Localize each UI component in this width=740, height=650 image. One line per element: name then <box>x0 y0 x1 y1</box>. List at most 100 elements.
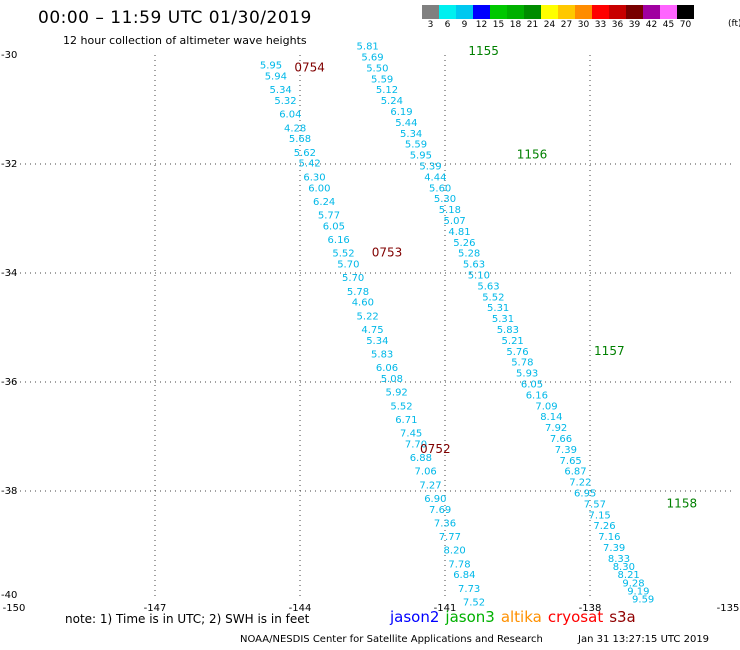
legend-swatch <box>473 5 490 19</box>
lat-tick-label: -30 <box>1 50 17 61</box>
track-b-swh-value: 5.76 <box>506 347 528 358</box>
track-b-swh-value: 5.07 <box>444 216 466 227</box>
legend-label: 21 <box>526 20 539 30</box>
track-b-time-label: 1156 <box>517 148 548 162</box>
track-b-swh-value: 5.21 <box>502 336 524 347</box>
track-a-swh-value: 6.05 <box>323 221 345 232</box>
track-b-swh-value: 9.59 <box>632 595 654 606</box>
legend-label: 33 <box>594 20 607 30</box>
track-a-swh-value: 6.30 <box>303 172 325 183</box>
track-b-swh-value: 6.19 <box>390 107 412 118</box>
track-b-swh-value: 7.15 <box>589 510 611 521</box>
legend-label: 18 <box>509 20 522 30</box>
legend-labels: 3 6 9 12 15 18 21 24 27 30 33 36 39 42 45 70 <box>422 19 694 31</box>
map-subtitle: 12 hour collection of altimeter wave hei… <box>63 34 307 47</box>
track-b-swh-value: 7.65 <box>560 456 582 467</box>
track-b-swh-value: 7.16 <box>598 532 620 543</box>
lon-tick-label: -144 <box>289 603 312 614</box>
legend-label: 36 <box>611 20 624 30</box>
track-a-swh-value: 5.32 <box>274 96 296 107</box>
track-a-swh-value: 6.88 <box>410 453 432 464</box>
legend-label: 12 <box>475 20 488 30</box>
track-a-swh-value: 7.45 <box>400 429 422 440</box>
legend-label: 45 <box>662 20 675 30</box>
legend-label: 15 <box>492 20 505 30</box>
track-a-swh-value: 5.78 <box>347 287 369 298</box>
legend-unit: (ft) <box>728 19 740 29</box>
track-a-swh-value: 5.08 <box>381 374 403 385</box>
satellite-legend: jason2 jason3 altika cryosat s3a <box>390 608 642 626</box>
track-b-swh-value: 5.50 <box>366 63 388 74</box>
track-a-swh-value: 7.06 <box>415 467 437 478</box>
track-b-swh-value: 7.57 <box>584 499 606 510</box>
legend-label: 30 <box>577 20 590 30</box>
track-a-swh-value: 7.69 <box>429 505 451 516</box>
satellite-name: altika <box>500 608 542 626</box>
track-a-swh-value: 6.16 <box>328 235 350 246</box>
track-b-swh-value: 6.87 <box>564 467 586 478</box>
legend-label: 24 <box>543 20 556 30</box>
track-b-time-label: 1158 <box>667 496 698 510</box>
legend-label: 42 <box>645 20 658 30</box>
track-b-swh-value: 7.26 <box>593 521 615 532</box>
generation-timestamp: Jan 31 13:27:15 UTC 2019 <box>578 634 710 645</box>
track-a-swh-value: 6.84 <box>453 570 475 581</box>
track-a-swh-value: 4.28 <box>284 123 306 134</box>
track-b-time-label: 1157 <box>594 344 625 358</box>
footnote: note: 1) Time is in UTC; 2) SWH is in fe… <box>65 612 310 626</box>
track-b-swh-value: 4.81 <box>448 227 470 238</box>
legend-swatch <box>507 5 524 19</box>
track-b-swh-value: 7.39 <box>555 445 577 456</box>
track-b-swh-value: 5.60 <box>429 183 451 194</box>
legend-swatches <box>422 5 694 19</box>
track-a-swh-value: 5.42 <box>299 159 321 170</box>
legend-label: 6 <box>444 20 451 30</box>
track-b-swh-value: 5.81 <box>357 42 379 53</box>
credit-line: NOAA/NESDIS Center for Satellite Applica… <box>240 634 543 645</box>
track-b-swh-value: 5.39 <box>419 161 441 172</box>
lon-tick-label: -141 <box>434 603 457 614</box>
legend-swatch <box>439 5 456 19</box>
track-b-swh-value: 5.44 <box>395 118 417 129</box>
track-a-swh-value: 8.20 <box>444 546 466 557</box>
track-a-swh-value: 5.70 <box>342 273 364 284</box>
track-a-swh-value: 4.60 <box>352 298 374 309</box>
track-a-swh-value: 5.94 <box>265 72 287 83</box>
track-a-swh-value: 4.75 <box>361 325 383 336</box>
track-b-swh-value: 5.59 <box>371 74 393 85</box>
track-b-swh-value: 5.63 <box>463 260 485 271</box>
lat-tick-label: -38 <box>1 486 17 497</box>
track-b-swh-value: 5.93 <box>516 369 538 380</box>
lat-tick-label: -32 <box>1 159 17 170</box>
track-b-swh-value: 7.39 <box>603 543 625 554</box>
legend-swatch <box>422 5 439 19</box>
track-a-swh-value: 6.00 <box>308 183 330 194</box>
track-b-swh-value: 6.16 <box>526 390 548 401</box>
satellite-name: s3a <box>609 608 636 626</box>
track-b-swh-value: 9.19 <box>627 587 649 598</box>
track-a-swh-value: 5.52 <box>390 401 412 412</box>
track-b-swh-value: 5.78 <box>511 358 533 369</box>
track-b-swh-value: 6.95 <box>574 488 596 499</box>
legend-swatch <box>592 5 609 19</box>
track-a-swh-value: 5.34 <box>270 85 292 96</box>
track-b-swh-value: 5.31 <box>487 303 509 314</box>
track-a-swh-value: 7.77 <box>439 532 461 543</box>
track-a-swh-value: 7.27 <box>419 480 441 491</box>
track-b-swh-value: 5.59 <box>405 140 427 151</box>
track-b-swh-value: 5.95 <box>410 151 432 162</box>
track-a-swh-value: 6.04 <box>279 110 301 121</box>
track-a-swh-value: 6.06 <box>376 363 398 374</box>
lon-tick-label: -138 <box>579 603 602 614</box>
lon-tick-label: -150 <box>3 603 26 614</box>
lon-tick-label: -135 <box>717 603 740 614</box>
satellite-name: jason3 <box>445 608 495 626</box>
legend-swatch <box>490 5 507 19</box>
lat-tick-label: -34 <box>1 268 17 279</box>
legend-label: 39 <box>628 20 641 30</box>
track-a-swh-value: 5.70 <box>337 260 359 271</box>
legend-swatch <box>609 5 626 19</box>
track-a-swh-value: 5.68 <box>289 134 311 145</box>
